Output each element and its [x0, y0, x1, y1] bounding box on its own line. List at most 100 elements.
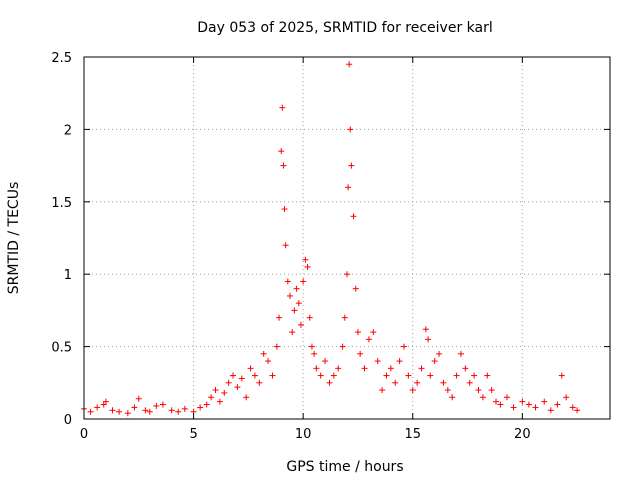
- data-point: [256, 380, 262, 386]
- data-point: [526, 402, 532, 408]
- data-point: [410, 387, 416, 393]
- data-point: [458, 351, 464, 357]
- data-point: [405, 373, 411, 379]
- data-point: [563, 394, 569, 400]
- data-point: [344, 271, 350, 277]
- data-point: [554, 402, 560, 408]
- data-point: [136, 396, 142, 402]
- data-point: [298, 322, 304, 328]
- data-point: [142, 407, 148, 413]
- data-point: [116, 409, 122, 415]
- data-point: [125, 410, 131, 416]
- data-point: [294, 286, 300, 292]
- data-point: [252, 373, 258, 379]
- data-point: [147, 409, 153, 415]
- data-point: [379, 387, 385, 393]
- data-point: [274, 344, 280, 350]
- data-point: [342, 315, 348, 321]
- y-tick-label: 2: [64, 123, 72, 138]
- data-point: [345, 184, 351, 190]
- data-point: [322, 358, 328, 364]
- data-point: [436, 351, 442, 357]
- data-point: [489, 387, 495, 393]
- x-axis-label: GPS time / hours: [286, 459, 403, 475]
- x-tick-label: 10: [295, 427, 312, 442]
- data-point: [94, 404, 100, 410]
- y-tick-label: 0: [64, 413, 72, 428]
- data-point: [131, 404, 137, 410]
- data-point: [307, 315, 313, 321]
- data-point: [425, 336, 431, 342]
- data-point: [504, 394, 510, 400]
- data-point: [511, 404, 517, 410]
- data-point: [467, 380, 473, 386]
- data-point: [160, 402, 166, 408]
- data-point: [454, 373, 460, 379]
- srmtid-chart: Day 053 of 2025, SRMTID for receiver kar…: [0, 0, 640, 480]
- data-point: [221, 390, 227, 396]
- x-tick-label: 5: [189, 427, 197, 442]
- data-point: [335, 365, 341, 371]
- data-point: [182, 406, 188, 412]
- data-point: [283, 242, 289, 248]
- data-point: [497, 402, 503, 408]
- data-point: [265, 358, 271, 364]
- data-point: [462, 365, 468, 371]
- data-point: [493, 399, 499, 405]
- data-point: [169, 407, 175, 413]
- data-point: [234, 384, 240, 390]
- data-point: [261, 351, 267, 357]
- data-point: [388, 365, 394, 371]
- chart-title: Day 053 of 2025, SRMTID for receiver kar…: [197, 20, 493, 36]
- data-point: [217, 399, 223, 405]
- data-point: [423, 326, 429, 332]
- data-point: [401, 344, 407, 350]
- data-point: [347, 126, 353, 132]
- data-point: [414, 380, 420, 386]
- data-point: [204, 402, 210, 408]
- data-point: [269, 373, 275, 379]
- data-point: [331, 373, 337, 379]
- data-point: [370, 329, 376, 335]
- data-point: [282, 206, 288, 212]
- data-point: [375, 358, 381, 364]
- x-tick-label: 15: [404, 427, 421, 442]
- data-point: [278, 148, 284, 154]
- data-point: [480, 394, 486, 400]
- data-point: [318, 373, 324, 379]
- grid-lines: [84, 57, 610, 419]
- data-point: [353, 286, 359, 292]
- data-points: [81, 61, 580, 416]
- data-point: [243, 394, 249, 400]
- axis-ticks: 0 5 10 15 20 0 0.5 1 1.5 2 2.5: [51, 51, 610, 442]
- y-tick-label: 1: [64, 268, 72, 283]
- data-point: [366, 336, 372, 342]
- data-point: [383, 373, 389, 379]
- data-point: [239, 375, 245, 381]
- data-point: [309, 344, 315, 350]
- y-tick-label: 1.5: [51, 196, 72, 211]
- data-point: [351, 213, 357, 219]
- data-point: [346, 61, 352, 67]
- x-tick-label: 20: [514, 427, 531, 442]
- data-point: [440, 380, 446, 386]
- data-point: [532, 404, 538, 410]
- data-point: [276, 315, 282, 321]
- data-point: [397, 358, 403, 364]
- data-point: [348, 163, 354, 169]
- data-point: [432, 358, 438, 364]
- data-point: [300, 278, 306, 284]
- data-point: [208, 394, 214, 400]
- data-point: [357, 351, 363, 357]
- y-axis-label: SRMTID / TECUs: [6, 182, 22, 295]
- data-point: [362, 365, 368, 371]
- data-point: [449, 394, 455, 400]
- data-point: [313, 365, 319, 371]
- data-point: [248, 365, 254, 371]
- data-point: [471, 373, 477, 379]
- data-point: [287, 293, 293, 299]
- data-point: [291, 307, 297, 313]
- data-point: [153, 403, 159, 409]
- data-point: [419, 365, 425, 371]
- data-point: [484, 373, 490, 379]
